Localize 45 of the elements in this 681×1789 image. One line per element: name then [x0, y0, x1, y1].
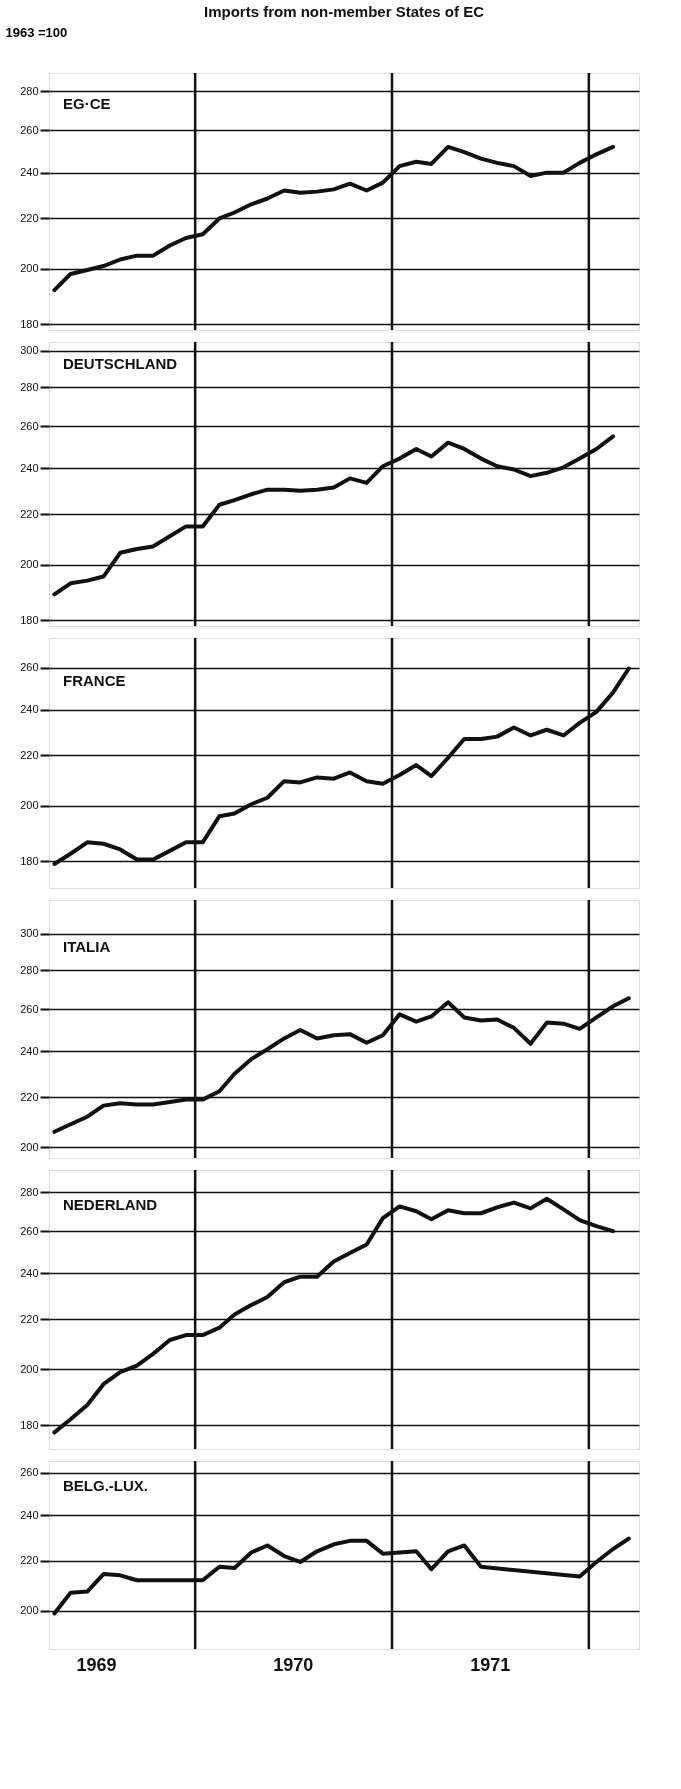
y-tick-label: 200 — [20, 1362, 39, 1375]
y-tick-label: 220 — [20, 1312, 39, 1325]
y-tick-label: 240 — [20, 1266, 39, 1279]
y-tick-label: 280 — [20, 380, 39, 393]
y-tick-label: 220 — [20, 1090, 39, 1103]
y-tick-label: 260 — [20, 419, 39, 432]
text: NEDERLAND — [63, 1196, 158, 1214]
y-tick-label: 180 — [20, 854, 39, 867]
text: FRANCE — [63, 671, 126, 689]
y-tick-label: 220 — [20, 211, 39, 224]
y-tick-label: 240 — [20, 1044, 39, 1057]
y-tick-label: 240 — [20, 703, 39, 716]
y-tick-label: 180 — [20, 613, 39, 626]
y-tick-label: 220 — [20, 1554, 39, 1567]
text: EG·CE — [63, 95, 111, 113]
y-tick-label: 200 — [20, 1140, 39, 1153]
text: DEUTSCHLAND — [63, 354, 178, 372]
y-tick-label: 260 — [20, 124, 39, 136]
y-tick-label: 260 — [20, 1466, 39, 1479]
x-tick-label: 1970 — [273, 1655, 314, 1675]
y-tick-label: 220 — [20, 748, 39, 761]
y-tick-label: 180 — [20, 317, 39, 330]
y-tick-label: 240 — [20, 461, 39, 474]
y-tick-label: 200 — [20, 262, 39, 275]
y-tick-label: 180 — [20, 1418, 39, 1431]
y-tick-label: 200 — [20, 1604, 39, 1617]
y-tick-label: 240 — [20, 1508, 39, 1521]
y-tick-label: 260 — [20, 1002, 39, 1015]
text: ITALIA — [63, 937, 111, 955]
text: Imports from non-member States of EC — [203, 3, 485, 20]
y-tick-label: 280 — [20, 963, 39, 976]
x-tick-label: 1971 — [470, 1655, 511, 1675]
y-tick-label: 220 — [20, 507, 39, 520]
y-tick-label: 200 — [20, 799, 39, 812]
text: BELG.-LUX. — [63, 1476, 148, 1494]
y-axis-title: 1963 =100 — [5, 24, 68, 40]
y-tick-label: 300 — [20, 344, 39, 357]
y-tick-label: 300 — [20, 927, 39, 940]
y-tick-label: 280 — [20, 1185, 39, 1198]
x-tick-label: 1969 — [76, 1655, 117, 1675]
y-tick-label: 240 — [20, 166, 39, 179]
y-tick-label: 260 — [20, 1224, 39, 1237]
y-tick-label: 280 — [20, 84, 39, 97]
y-tick-label: 260 — [20, 661, 39, 674]
y-tick-label: 200 — [20, 558, 39, 571]
